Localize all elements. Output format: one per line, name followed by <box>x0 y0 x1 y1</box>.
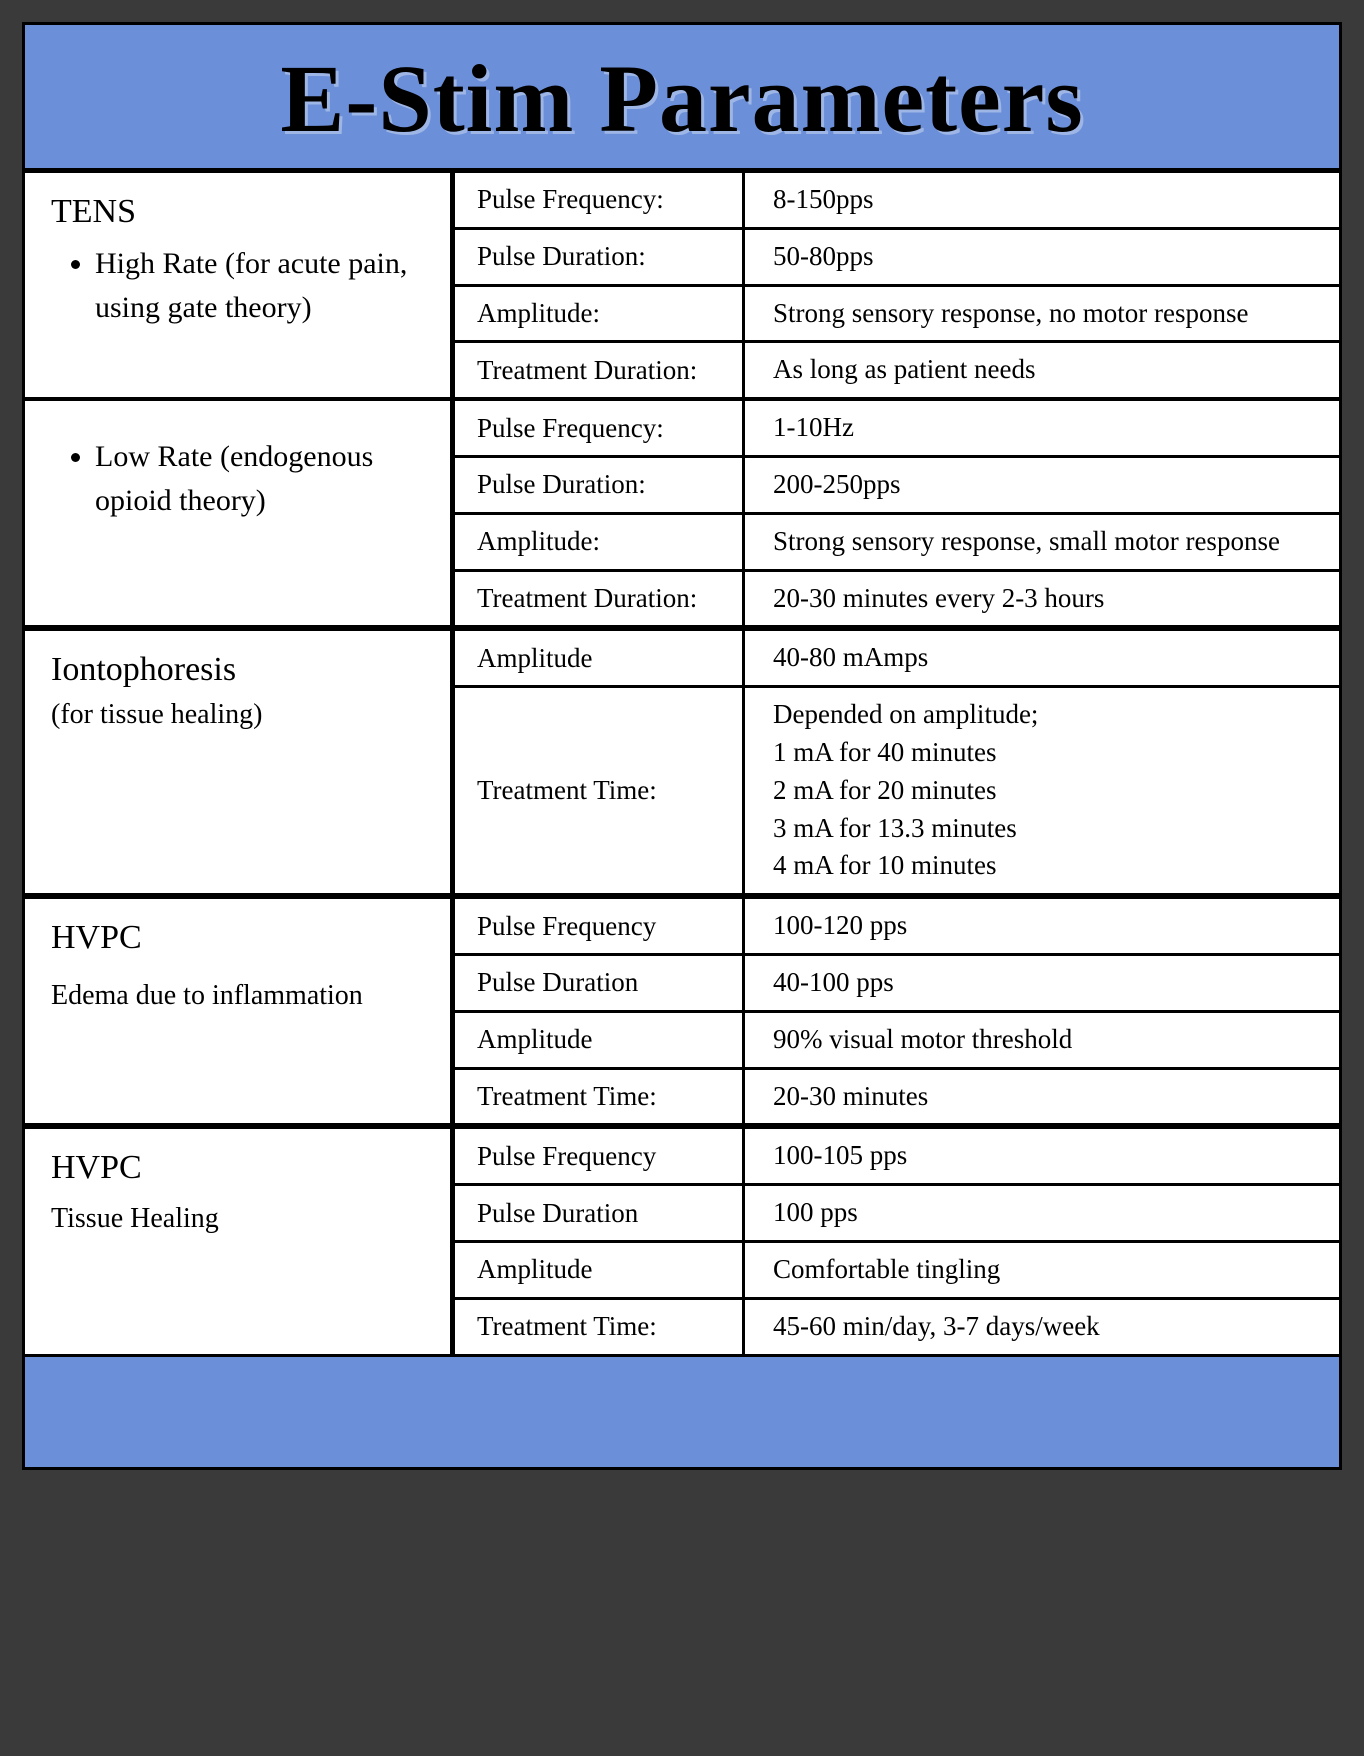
param-row: Amplitude 40-80 mAmps <box>455 631 1339 688</box>
param-row: Pulse Frequency 100-105 pps <box>455 1129 1339 1186</box>
param-row: Treatment Duration: As long as patient n… <box>455 343 1339 397</box>
section-left: HVPC Edema due to inflammation <box>25 899 455 1123</box>
section-tens-high: TENS High Rate (for acute pain, using ga… <box>25 173 1339 401</box>
section-left: HVPC Tissue Healing <box>25 1129 455 1353</box>
param-value: Comfortable tingling <box>745 1243 1339 1297</box>
section-sub: Tissue Healing <box>51 1199 430 1240</box>
param-label: Pulse Duration <box>455 1186 745 1240</box>
param-label: Amplitude <box>455 1013 745 1067</box>
param-value: 90% visual motor threshold <box>745 1013 1339 1067</box>
param-value: 100-105 pps <box>745 1129 1339 1183</box>
param-row: Treatment Time: 20-30 minutes <box>455 1070 1339 1124</box>
section-sub: Edema due to inflammation <box>51 976 430 1017</box>
param-value: 40-100 pps <box>745 956 1339 1010</box>
param-row: Treatment Duration: 20-30 minutes every … <box>455 572 1339 626</box>
section-heading: TENS <box>51 187 430 236</box>
bullet-item: Low Rate (endogenous opioid theory) <box>95 435 430 522</box>
section-heading: Iontophoresis <box>51 645 430 694</box>
param-label: Pulse Frequency: <box>455 401 745 455</box>
param-value: 100-120 pps <box>745 899 1339 953</box>
param-label: Pulse Frequency <box>455 899 745 953</box>
param-row: Pulse Frequency: 1-10Hz <box>455 401 1339 458</box>
param-label: Treatment Time: <box>455 1070 745 1124</box>
param-value: 100 pps <box>745 1186 1339 1240</box>
param-row: Pulse Duration 100 pps <box>455 1186 1339 1243</box>
param-row: Amplitude: Strong sensory response, smal… <box>455 515 1339 572</box>
param-value: 20-30 minutes <box>745 1070 1339 1124</box>
param-label: Pulse Duration <box>455 956 745 1010</box>
param-value: Depended on amplitude; 1 mA for 40 minut… <box>745 688 1339 893</box>
section-hvpc-tissue: HVPC Tissue Healing Pulse Frequency 100-… <box>25 1129 1339 1356</box>
param-value: 8-150pps <box>745 173 1339 227</box>
param-label: Amplitude <box>455 1243 745 1297</box>
section-tens-low: Low Rate (endogenous opioid theory) Puls… <box>25 401 1339 631</box>
param-label: Pulse Frequency <box>455 1129 745 1183</box>
param-label: Amplitude <box>455 631 745 685</box>
param-value: 40-80 mAmps <box>745 631 1339 685</box>
param-value: As long as patient needs <box>745 343 1339 397</box>
section-right: Amplitude 40-80 mAmps Treatment Time: De… <box>455 631 1339 893</box>
section-left: TENS High Rate (for acute pain, using ga… <box>25 173 455 397</box>
param-row: Treatment Time: 45-60 min/day, 3-7 days/… <box>455 1300 1339 1354</box>
param-label: Treatment Duration: <box>455 572 745 626</box>
param-row: Pulse Duration: 50-80pps <box>455 230 1339 287</box>
header-bar: E-Stim Parameters <box>25 25 1339 173</box>
param-row: Amplitude 90% visual motor threshold <box>455 1013 1339 1070</box>
page: E-Stim Parameters TENS High Rate (for ac… <box>22 22 1342 1470</box>
param-row: Pulse Duration: 200-250pps <box>455 458 1339 515</box>
bullet-item: High Rate (for acute pain, using gate th… <box>95 242 430 329</box>
param-label: Pulse Frequency: <box>455 173 745 227</box>
section-right: Pulse Frequency 100-120 pps Pulse Durati… <box>455 899 1339 1123</box>
param-row: Pulse Duration 40-100 pps <box>455 956 1339 1013</box>
bullet-list: Low Rate (endogenous opioid theory) <box>51 435 430 522</box>
section-right: Pulse Frequency: 8-150pps Pulse Duration… <box>455 173 1339 397</box>
param-row: Treatment Time: Depended on amplitude; 1… <box>455 688 1339 893</box>
section-heading: HVPC <box>51 1143 430 1192</box>
param-label: Pulse Duration: <box>455 230 745 284</box>
param-value: 50-80pps <box>745 230 1339 284</box>
bullet-list: High Rate (for acute pain, using gate th… <box>51 242 430 329</box>
section-left: Low Rate (endogenous opioid theory) <box>25 401 455 625</box>
param-label: Amplitude: <box>455 287 745 341</box>
param-value: 1-10Hz <box>745 401 1339 455</box>
param-value: Strong sensory response, small motor res… <box>745 515 1339 569</box>
param-label: Pulse Duration: <box>455 458 745 512</box>
section-hvpc-edema: HVPC Edema due to inflammation Pulse Fre… <box>25 899 1339 1129</box>
param-value: Strong sensory response, no motor respon… <box>745 287 1339 341</box>
page-title: E-Stim Parameters <box>25 43 1339 154</box>
param-row: Pulse Frequency: 8-150pps <box>455 173 1339 230</box>
param-label: Amplitude: <box>455 515 745 569</box>
param-row: Amplitude Comfortable tingling <box>455 1243 1339 1300</box>
footer-bar <box>25 1357 1339 1467</box>
param-label: Treatment Time: <box>455 688 745 893</box>
param-value: 200-250pps <box>745 458 1339 512</box>
section-right: Pulse Frequency 100-105 pps Pulse Durati… <box>455 1129 1339 1353</box>
param-value: 20-30 minutes every 2-3 hours <box>745 572 1339 626</box>
param-row: Amplitude: Strong sensory response, no m… <box>455 287 1339 344</box>
param-row: Pulse Frequency 100-120 pps <box>455 899 1339 956</box>
param-label: Treatment Time: <box>455 1300 745 1354</box>
section-right: Pulse Frequency: 1-10Hz Pulse Duration: … <box>455 401 1339 625</box>
param-label: Treatment Duration: <box>455 343 745 397</box>
section-heading: HVPC <box>51 913 430 962</box>
section-left: Iontophoresis (for tissue healing) <box>25 631 455 893</box>
section-sub: (for tissue healing) <box>51 695 430 736</box>
section-iontophoresis: Iontophoresis (for tissue healing) Ampli… <box>25 631 1339 899</box>
param-value: 45-60 min/day, 3-7 days/week <box>745 1300 1339 1354</box>
